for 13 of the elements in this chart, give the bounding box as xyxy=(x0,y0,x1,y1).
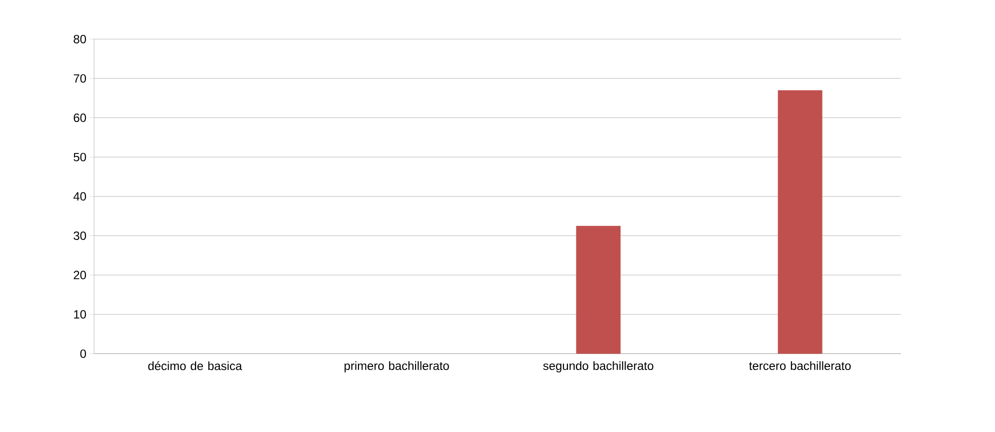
y-tick-label: 0 xyxy=(80,350,86,358)
y-tick-label: 20 xyxy=(74,270,86,280)
y-tick-label: 50 xyxy=(74,152,86,162)
y-tick-label: 40 xyxy=(73,192,86,201)
x-tick-label: décimo de basica xyxy=(148,361,242,370)
y-tick-label: 10 xyxy=(74,310,86,319)
y-tick-label: 30 xyxy=(74,232,86,240)
x-tick-label: segundo bachillerato xyxy=(543,361,654,372)
y-tick-label: 70 xyxy=(74,74,86,83)
x-tick-label: tercero bachillerato xyxy=(749,361,851,370)
x-tick-label: primero bachillerato xyxy=(344,361,449,372)
y-tick-label: 80 xyxy=(74,34,86,44)
y-tick-label: 60 xyxy=(74,114,86,122)
